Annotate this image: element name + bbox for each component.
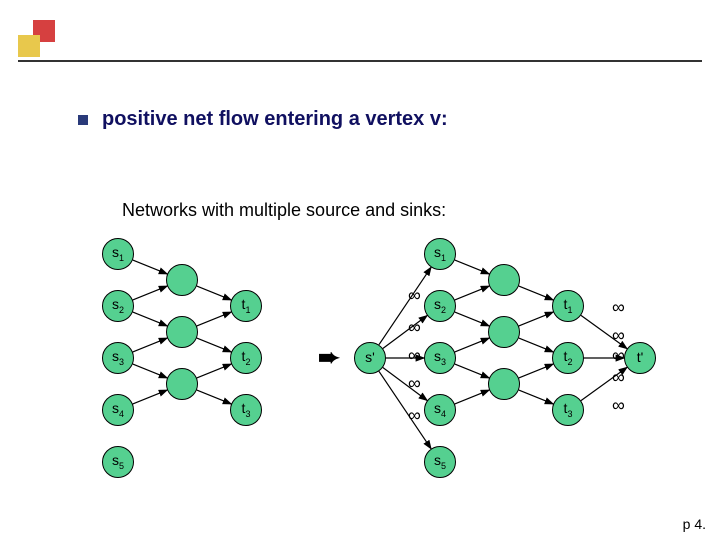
infinity-label: ∞ <box>612 297 625 318</box>
node-r-m1 <box>488 264 520 296</box>
infinity-label: ∞ <box>408 345 421 366</box>
bullet-line: positive net flow entering a vertex v: <box>78 108 448 131</box>
node-l-t2: t2 <box>230 342 262 374</box>
edge <box>133 312 167 326</box>
infinity-label: ∞ <box>612 325 625 346</box>
header-divider <box>18 60 702 62</box>
edge <box>133 286 167 300</box>
node-l-s5: s5 <box>102 446 134 478</box>
edge <box>133 260 167 274</box>
node-l-m3 <box>166 368 198 400</box>
infinity-label: ∞ <box>612 367 625 388</box>
subtitle-text: Networks with multiple source and sinks: <box>122 200 446 221</box>
edge <box>133 364 167 378</box>
bullet-text: positive net flow entering a vertex v: <box>102 108 448 131</box>
page-number: p 4. <box>683 516 706 532</box>
edge <box>133 390 167 404</box>
node-l-m2 <box>166 316 198 348</box>
edge <box>455 286 489 300</box>
edge <box>519 390 553 404</box>
node-r-s1: s1 <box>424 238 456 270</box>
node-r-s4: s4 <box>424 394 456 426</box>
node-r-m3 <box>488 368 520 400</box>
node-r-s2: s2 <box>424 290 456 322</box>
edge <box>455 312 489 326</box>
node-r-t2: t2 <box>552 342 584 374</box>
edge <box>519 286 553 300</box>
edge <box>197 286 231 300</box>
node-r-t1: t1 <box>552 290 584 322</box>
infinity-label: ∞ <box>408 405 421 426</box>
node-r-sp: s' <box>354 342 386 374</box>
edge <box>455 260 489 274</box>
edge <box>519 312 553 326</box>
logo-yellow-square <box>18 35 40 57</box>
edge <box>519 364 553 378</box>
infinity-label: ∞ <box>612 345 625 366</box>
edge <box>455 364 489 378</box>
edge <box>197 338 231 352</box>
node-l-s4: s4 <box>102 394 134 426</box>
network-diagram: s1s2s3s4s5t1t2t3s's1s2s3s4s5t1t2t3t'➨∞∞∞… <box>0 238 720 508</box>
edge <box>519 338 553 352</box>
node-l-t3: t3 <box>230 394 262 426</box>
transform-arrow-icon: ➨ <box>318 342 340 373</box>
edge <box>197 390 231 404</box>
edge <box>197 312 231 326</box>
node-l-t1: t1 <box>230 290 262 322</box>
infinity-label: ∞ <box>408 285 421 306</box>
node-l-s3: s3 <box>102 342 134 374</box>
node-l-s2: s2 <box>102 290 134 322</box>
node-l-m1 <box>166 264 198 296</box>
node-r-t3: t3 <box>552 394 584 426</box>
node-r-m2 <box>488 316 520 348</box>
node-r-s5: s5 <box>424 446 456 478</box>
slide-logo <box>18 20 54 56</box>
edge <box>197 364 231 378</box>
node-r-tp: t' <box>624 342 656 374</box>
edge <box>455 338 489 352</box>
infinity-label: ∞ <box>408 317 421 338</box>
infinity-label: ∞ <box>612 395 625 416</box>
bullet-icon <box>78 115 88 125</box>
edge <box>455 390 489 404</box>
node-l-s1: s1 <box>102 238 134 270</box>
edge <box>133 338 167 352</box>
infinity-label: ∞ <box>408 373 421 394</box>
node-r-s3: s3 <box>424 342 456 374</box>
